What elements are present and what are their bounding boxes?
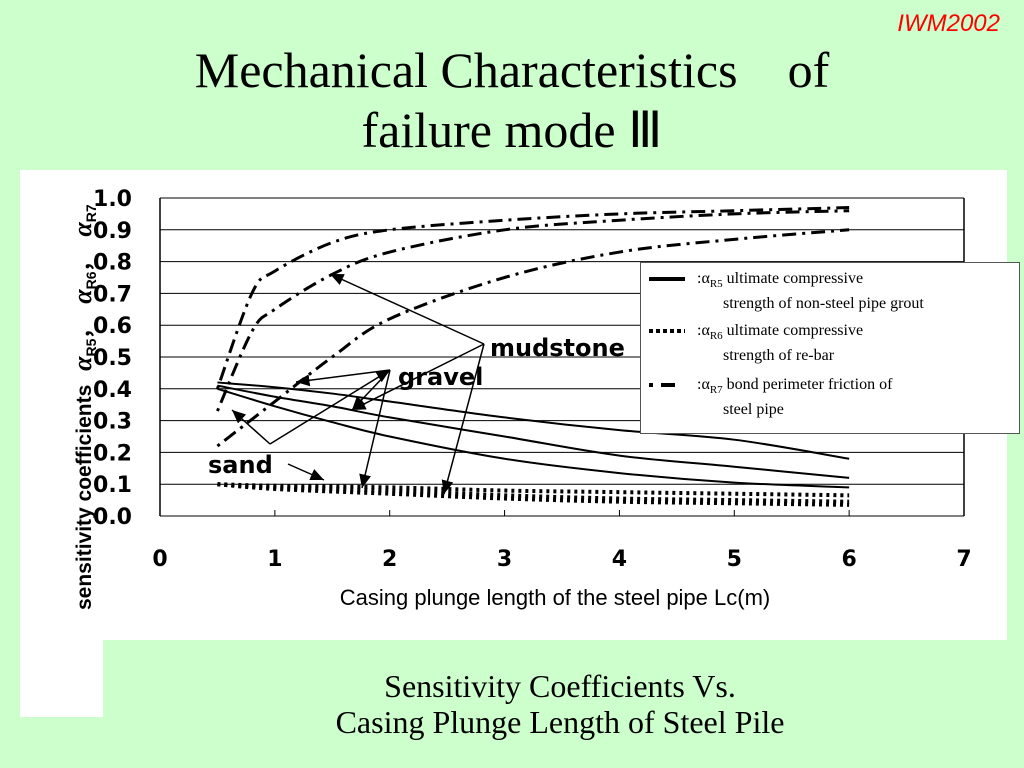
legend-desc-b: strength of non-steel pipe grout bbox=[723, 295, 924, 313]
series-lines bbox=[216, 206, 850, 507]
y-tick-label: 0.1 bbox=[93, 473, 132, 498]
legend-desc-b: steel pipe bbox=[723, 401, 784, 419]
conference-tag: IWM2002 bbox=[897, 10, 1000, 37]
y-tick-label: 0.9 bbox=[93, 219, 132, 244]
legend-symbol: :αR6 bbox=[697, 322, 723, 343]
x-tick-labels: 0 1 2 3 4 5 6 7 bbox=[152, 547, 971, 572]
series-line-r5-2 bbox=[217, 384, 850, 479]
annotation-arrow bbox=[329, 273, 485, 345]
legend-desc-a: ultimate compressive bbox=[726, 270, 864, 287]
legend: :αR5 ultimate compressive strength of no… bbox=[640, 262, 1020, 434]
legend-desc-b: strength of re-bar bbox=[723, 347, 835, 365]
y-tick-label: 0.7 bbox=[93, 282, 132, 307]
series-line-r7-1 bbox=[216, 206, 850, 390]
caption-line-1: Sensitivity Coefficients Vs. bbox=[384, 668, 736, 704]
annotation-gravel: gravel bbox=[398, 363, 483, 391]
chart-panel-left bbox=[20, 170, 103, 717]
series-line-r7-3 bbox=[216, 228, 850, 448]
annotation-arrow bbox=[351, 343, 485, 411]
x-axis-label: Casing plunge length of the steel pipe L… bbox=[339, 585, 771, 610]
title-line-2: failure mode Ⅲ bbox=[361, 102, 663, 158]
legend-desc-a: ultimate compressive bbox=[726, 322, 864, 339]
x-tick-label: 6 bbox=[841, 547, 856, 572]
y-tick-label: 0.6 bbox=[93, 314, 132, 339]
series-line-r5-1 bbox=[217, 381, 850, 460]
annotation-arrow bbox=[269, 369, 391, 445]
annotation-arrow bbox=[359, 369, 391, 489]
slide-caption: Sensitivity Coefficients Vs. Casing Plun… bbox=[110, 668, 1010, 740]
annotation-sand: sand bbox=[208, 451, 273, 479]
x-tick-label: 7 bbox=[956, 547, 971, 572]
annotation-arrow bbox=[287, 463, 325, 481]
annotation-arrow bbox=[441, 343, 485, 495]
x-tick-label: 3 bbox=[497, 547, 512, 572]
legend-swatch-solid bbox=[649, 277, 685, 281]
y-tick-labels: 0.0 0.1 0.2 0.3 0.4 0.5 0.6 0.7 0.8 0.9 1.0 bbox=[93, 187, 132, 530]
legend-swatch-dotted bbox=[649, 329, 685, 333]
annotation-arrow bbox=[231, 409, 271, 445]
y-tick-label: 0.3 bbox=[93, 410, 132, 435]
y-tick-label: 0.2 bbox=[93, 441, 132, 466]
annotation-mudstone: mudstone bbox=[490, 334, 625, 362]
x-tick-label: 1 bbox=[267, 547, 282, 572]
series-line-r5-3 bbox=[217, 387, 850, 489]
legend-symbol: :αR5 bbox=[697, 270, 723, 291]
legend-symbol: :αR7 bbox=[697, 376, 723, 397]
x-tick-label: 0 bbox=[152, 547, 167, 572]
title-line-1: Mechanical Characteristics of bbox=[194, 42, 830, 98]
legend-desc-a: bond perimeter friction of bbox=[726, 376, 893, 393]
slide-title: Mechanical Characteristics of failure mo… bbox=[0, 40, 1024, 160]
x-tick-label: 4 bbox=[612, 547, 627, 572]
y-tick-label: 0.8 bbox=[93, 251, 132, 276]
caption-line-2: Casing Plunge Length of Steel Pile bbox=[335, 704, 785, 740]
annotation-arrow bbox=[295, 369, 391, 387]
series-line-r6-1 bbox=[217, 482, 850, 498]
y-tick-label: 0.4 bbox=[93, 378, 132, 403]
series-line-r7-2 bbox=[216, 209, 850, 412]
annotation-arrows bbox=[231, 273, 485, 495]
legend-swatch-dashdot bbox=[649, 383, 685, 387]
y-tick-label: 0.5 bbox=[93, 346, 132, 371]
series-line-r6-3 bbox=[217, 482, 850, 507]
x-tick-label: 5 bbox=[727, 547, 742, 572]
x-tick-label: 2 bbox=[382, 547, 397, 572]
y-tick-label: 0.0 bbox=[93, 505, 132, 530]
y-tick-label: 1.0 bbox=[93, 187, 132, 212]
